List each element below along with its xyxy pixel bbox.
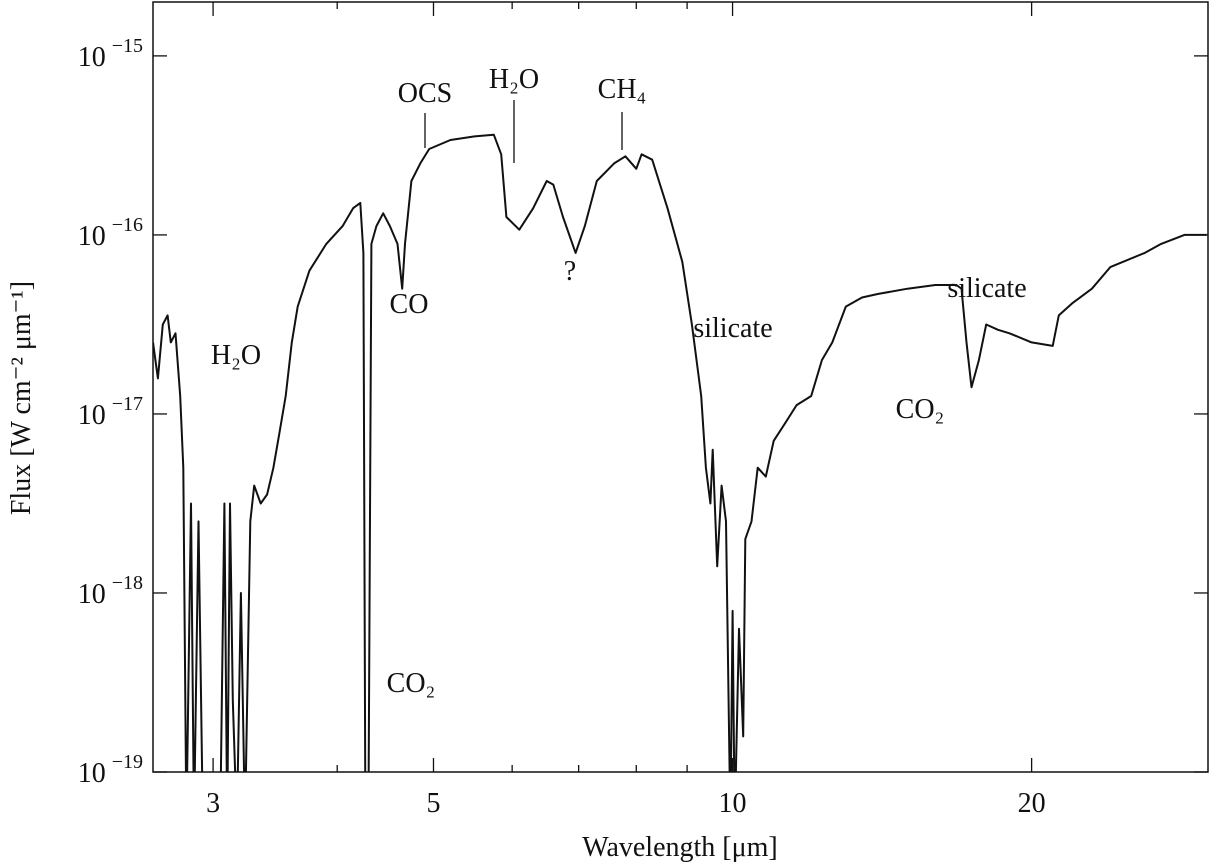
annotation: CO₂ <box>387 668 436 699</box>
plot-area <box>153 133 1207 772</box>
y-tick-label: 10 −18 <box>78 572 143 610</box>
x-axis-label: Wavelength [μm] <box>582 832 777 863</box>
y-tick-label: 10 −15 <box>78 35 143 73</box>
annotation: H₂O <box>211 340 261 371</box>
x-tick-label: 3 <box>206 788 220 819</box>
y-tick-label: 10 −19 <box>78 751 143 789</box>
x-tick-label: 10 <box>719 788 747 819</box>
y-axis-label: Flux [W cm⁻² μm⁻¹] <box>6 281 37 515</box>
spectrum-line <box>153 133 1207 772</box>
y-tick-label: 10 −17 <box>78 393 143 431</box>
annotation: silicate <box>693 313 772 344</box>
annotation: CH₄ <box>598 74 647 105</box>
annotation: CO₂ <box>896 394 945 425</box>
plot-frame <box>152 1 1209 773</box>
x-tick-label: 20 <box>1018 788 1046 819</box>
annotation: H₂O <box>489 64 539 95</box>
annotation: OCS <box>398 78 452 109</box>
x-tick-label: 5 <box>426 788 440 819</box>
annotation: silicate <box>947 273 1026 304</box>
annotation: ? <box>564 256 576 287</box>
annotation: CO <box>390 289 429 320</box>
y-tick-label: 10 −16 <box>78 214 143 252</box>
